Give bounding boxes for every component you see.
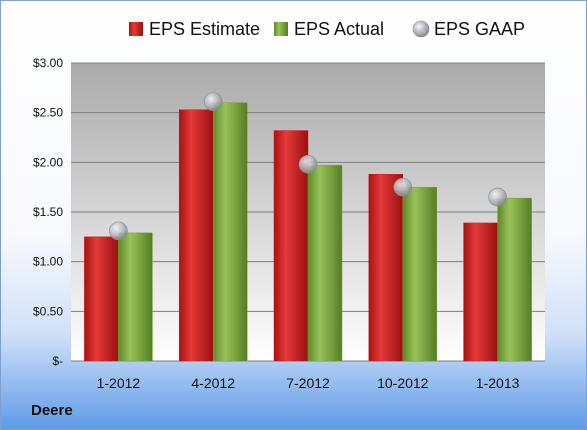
gaap-markers — [109, 92, 507, 241]
company-name: Deere — [31, 402, 73, 419]
legend-label: EPS Actual — [294, 19, 384, 39]
bar-eps-actual — [307, 165, 343, 362]
legend: EPS Estimate EPS Actual EPS GAAP — [129, 19, 525, 39]
y-tick-label: $2.50 — [33, 106, 63, 120]
gaap-marker — [203, 92, 223, 112]
gaap-marker — [393, 177, 413, 197]
legend-swatch — [412, 20, 430, 38]
x-axis-ticks: 1-2012 4-2012 7-2012 10-2012 1-2013 — [97, 375, 520, 391]
y-tick-label: $1.00 — [33, 255, 63, 269]
y-tick-label: $- — [52, 354, 63, 368]
y-tick-label: $3.00 — [33, 56, 63, 70]
x-tick-label: 7-2012 — [286, 375, 330, 391]
bar-eps-estimate — [463, 222, 498, 362]
bar-eps-estimate — [178, 109, 214, 362]
gaap-marker — [488, 187, 507, 207]
bar-eps-actual — [212, 102, 248, 362]
bars — [84, 102, 532, 362]
x-tick-label: 4-2012 — [191, 375, 235, 391]
x-tick-label: 1-2013 — [476, 375, 520, 391]
bar-eps-actual — [497, 197, 532, 362]
legend-label: EPS Estimate — [149, 19, 260, 39]
bar-eps-estimate — [84, 236, 119, 362]
y-tick-label: $1.50 — [33, 205, 63, 219]
gaap-marker — [298, 155, 318, 174]
gaap-marker — [109, 221, 128, 241]
x-tick-label: 10-2012 — [377, 375, 429, 391]
y-axis-ticks: $- $0.50 $1.00 $1.50 $2.00 $2.50 $3.00 — [33, 56, 63, 368]
legend-swatch — [129, 22, 143, 36]
y-tick-label: $2.00 — [33, 155, 63, 169]
bar-eps-estimate — [368, 174, 404, 362]
bar-eps-actual — [118, 232, 153, 362]
bar-eps-actual — [402, 186, 438, 362]
y-tick-label: $0.50 — [33, 304, 63, 318]
x-tick-label: 1-2012 — [97, 375, 141, 391]
legend-label: EPS GAAP — [434, 19, 525, 39]
legend-swatch — [274, 22, 288, 36]
